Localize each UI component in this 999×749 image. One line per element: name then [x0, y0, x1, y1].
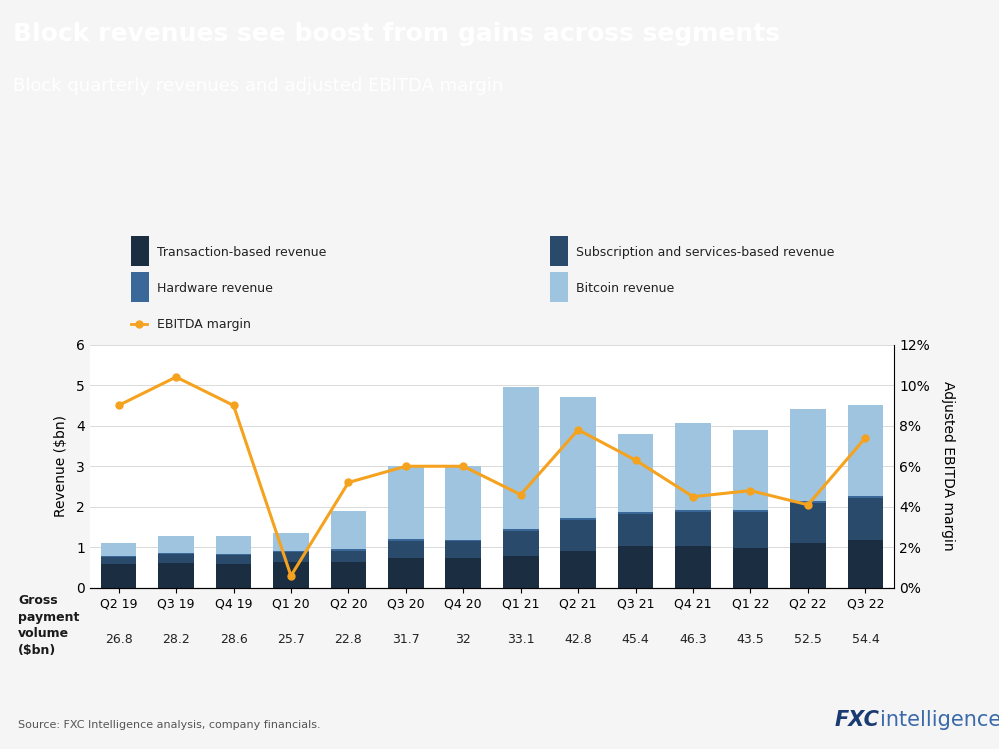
Text: 25.7: 25.7 [277, 633, 305, 646]
Text: 46.3: 46.3 [679, 633, 707, 646]
Bar [273, 533, 309, 551]
Bar [502, 557, 538, 588]
Bar [560, 521, 596, 551]
Bar [790, 501, 826, 503]
Text: intelligence: intelligence [880, 709, 999, 730]
Bar [331, 551, 367, 562]
Bar [158, 553, 194, 554]
Bar [560, 518, 596, 521]
Bar [216, 563, 252, 588]
Bar [617, 514, 653, 546]
Text: Block quarterly revenues and adjusted EBITDA margin: Block quarterly revenues and adjusted EB… [13, 76, 503, 94]
Bar [732, 548, 768, 588]
Text: 54.4: 54.4 [851, 633, 879, 646]
Bar [446, 466, 482, 540]
Bar [790, 542, 826, 588]
Text: FXC: FXC [834, 709, 879, 730]
Bar [388, 541, 424, 558]
Text: Hardware revenue: Hardware revenue [157, 282, 273, 294]
Text: 45.4: 45.4 [621, 633, 649, 646]
Bar [131, 237, 149, 266]
Bar [446, 540, 482, 542]
Y-axis label: Adjusted EBITDA margin: Adjusted EBITDA margin [941, 381, 955, 551]
Bar [790, 503, 826, 542]
Bar [847, 541, 883, 588]
Bar [131, 273, 149, 302]
Bar [560, 551, 596, 588]
Bar [847, 405, 883, 496]
Bar [216, 555, 252, 563]
Text: Transaction-based revenue: Transaction-based revenue [157, 246, 327, 258]
Bar [502, 386, 538, 529]
Bar [732, 512, 768, 548]
Bar [273, 551, 309, 552]
Bar [675, 423, 711, 510]
Text: Gross
payment
volume
($bn): Gross payment volume ($bn) [18, 595, 79, 657]
Bar [502, 531, 538, 557]
Bar [446, 558, 482, 588]
Bar [388, 539, 424, 541]
Bar [617, 512, 653, 514]
Text: Subscription and services-based revenue: Subscription and services-based revenue [576, 246, 835, 258]
Bar [158, 562, 194, 588]
Text: 32: 32 [456, 633, 472, 646]
Bar [675, 546, 711, 588]
Bar [158, 536, 194, 553]
Bar [273, 562, 309, 588]
Bar [502, 529, 538, 531]
Text: 33.1: 33.1 [506, 633, 534, 646]
Text: 43.5: 43.5 [736, 633, 764, 646]
Bar [216, 554, 252, 555]
Bar [617, 434, 653, 512]
Bar [331, 562, 367, 588]
Bar [675, 512, 711, 546]
Text: EBITDA margin: EBITDA margin [157, 318, 251, 330]
Bar [847, 498, 883, 541]
Bar [675, 510, 711, 512]
Bar [331, 550, 367, 551]
Text: 31.7: 31.7 [392, 633, 420, 646]
Bar [101, 557, 137, 565]
Bar [388, 558, 424, 588]
Bar [331, 511, 367, 550]
Bar [550, 237, 568, 266]
Bar [732, 509, 768, 512]
Text: 28.2: 28.2 [162, 633, 190, 646]
Text: Block revenues see boost from gains across segments: Block revenues see boost from gains acro… [13, 22, 780, 46]
Bar [550, 273, 568, 302]
Bar [101, 556, 137, 557]
Bar [446, 542, 482, 558]
Y-axis label: Revenue ($bn): Revenue ($bn) [54, 415, 68, 518]
Bar [560, 397, 596, 518]
Text: Source: FXC Intelligence analysis, company financials.: Source: FXC Intelligence analysis, compa… [18, 720, 321, 730]
Text: Bitcoin revenue: Bitcoin revenue [576, 282, 674, 294]
Text: 26.8: 26.8 [105, 633, 133, 646]
Bar [790, 409, 826, 501]
Bar [847, 496, 883, 498]
Text: 52.5: 52.5 [794, 633, 822, 646]
Text: 42.8: 42.8 [564, 633, 592, 646]
Bar [273, 552, 309, 562]
Bar [216, 536, 252, 554]
Bar [158, 554, 194, 562]
Bar [617, 546, 653, 588]
Bar [101, 543, 137, 556]
Bar [732, 430, 768, 509]
Bar [101, 565, 137, 588]
Text: 28.6: 28.6 [220, 633, 248, 646]
Bar [388, 466, 424, 539]
Text: 22.8: 22.8 [335, 633, 363, 646]
